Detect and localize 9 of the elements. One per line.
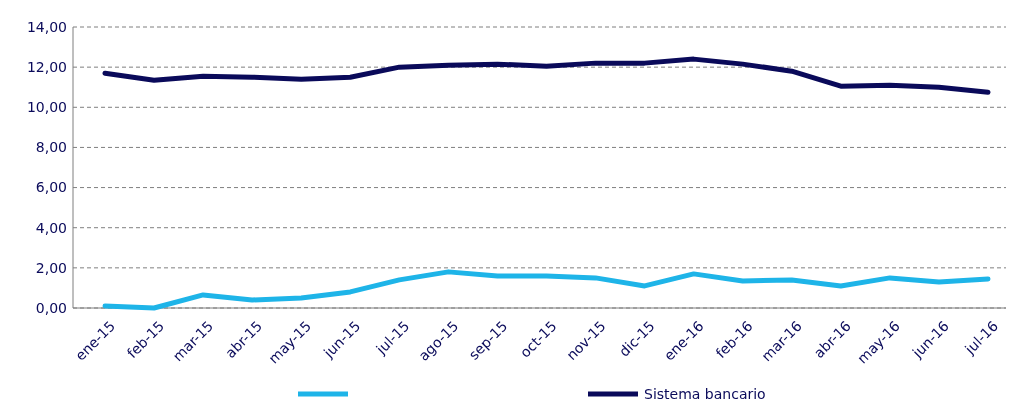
y-tick-label: 0,00 [35,299,67,316]
y-tick-label: 14,00 [26,18,67,35]
y-tick-label: 10,00 [26,99,67,116]
y-tick-label: 2,00 [35,259,67,276]
y-tick-label: 4,00 [35,219,67,236]
y-tick-label: 6,00 [35,179,67,196]
y-tick-label: 8,00 [35,139,67,156]
y-tick-label: 12,00 [26,59,67,76]
legend-label: Sistema bancario [644,386,766,402]
